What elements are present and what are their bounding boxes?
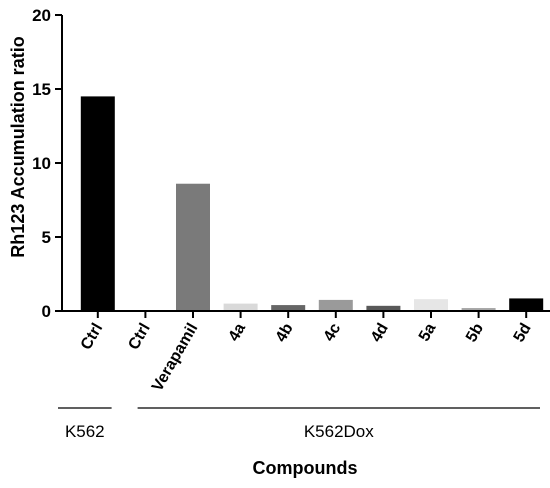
- x-tick-label: 5b: [463, 320, 487, 345]
- bar: [366, 305, 401, 311]
- bar: [414, 299, 448, 311]
- x-tick-label: Verapamil: [149, 321, 202, 395]
- bar: [176, 183, 210, 311]
- x-tick-label: 4d: [368, 321, 392, 346]
- y-tick-label: 5: [42, 228, 51, 247]
- x-tick-label: 4c: [321, 320, 345, 344]
- group-label: K562Dox: [304, 422, 374, 441]
- bar: [271, 305, 306, 311]
- x-axis-title: Compounds: [253, 458, 358, 478]
- y-tick-label: 10: [32, 154, 51, 173]
- bar: [80, 96, 115, 312]
- bar: [223, 303, 258, 311]
- x-tick-label: 4b: [273, 320, 297, 345]
- x-tick-label: 5d: [511, 321, 535, 346]
- y-tick-label: 0: [42, 302, 51, 321]
- y-tick-label: 15: [32, 80, 51, 99]
- x-tick-label: 5a: [416, 320, 440, 344]
- group-brackets: K562 K562Dox: [58, 407, 540, 441]
- group-label: K562: [65, 422, 105, 441]
- bar: [461, 308, 496, 311]
- bar: [509, 298, 544, 311]
- y-tick-label: 20: [32, 6, 51, 25]
- x-tick-label: Ctrl: [78, 321, 107, 353]
- x-tick-label: Ctrl: [125, 321, 154, 353]
- bars: [80, 96, 544, 312]
- y-axis-title: Rh123 Accumulation ratio: [8, 36, 28, 257]
- bar: [318, 299, 353, 311]
- y-axis: 0 5 10 15 20: [32, 6, 63, 321]
- x-tick-label: 4a: [225, 320, 249, 344]
